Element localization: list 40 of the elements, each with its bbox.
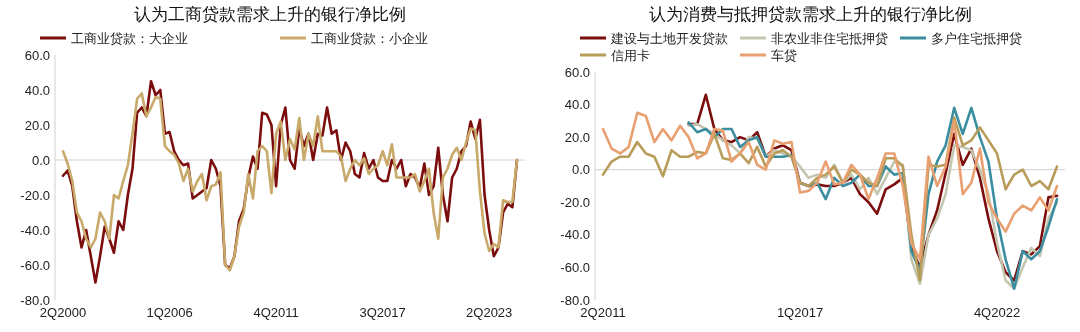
chart-title: 认为消费与抵押贷款需求上升的银行净比例 [648,5,972,24]
y-tick-label: -40.0 [20,222,50,238]
y-tick-label: 60.0 [24,47,50,63]
legend-label: 非农业非住宅抵押贷 [771,31,888,46]
y-tick-label: -80.0 [20,292,50,308]
legend-item: 工商业贷款：小企业 [280,31,428,46]
legend-label: 信用卡 [611,48,650,63]
legend-label: 多户住宅抵押贷 [931,31,1022,46]
x-tick-label: 4Q2011 [253,305,299,320]
y-tick-label: 60.0 [564,64,590,80]
y-tick-label: -60.0 [560,259,590,275]
y-tick-label: 40.0 [564,97,590,113]
y-tick-label: -60.0 [20,257,50,273]
y-tick-label: -20.0 [560,194,590,210]
legend-label: 车贷 [771,48,797,63]
legend-item: 工商业贷款：大企业 [40,31,188,46]
x-tick-label: 2Q2000 [39,305,87,320]
y-tick-label: -80.0 [560,292,590,308]
legend-item: 多户住宅抵押贷 [900,31,1022,46]
x-tick-label: 3Q2017 [359,305,406,320]
y-tick-label: 20.0 [564,129,590,145]
x-tick-label: 2Q2011 [580,305,626,320]
legend-label: 工商业贷款：小企业 [311,31,428,46]
y-tick-label: -40.0 [560,227,590,243]
x-tick-label: 4Q2022 [973,305,1021,320]
y-tick-label: 20.0 [24,117,50,133]
y-tick-label: 40.0 [24,82,50,98]
legend-label: 建设与土地开发贷款 [610,31,728,46]
legend-item: 建设与土地开发贷款 [580,31,728,46]
legend-item: 车贷 [740,48,797,63]
y-tick-label: 0.0 [31,152,50,168]
y-tick-label: -20.0 [20,187,50,203]
legend-item: 信用卡 [580,48,650,63]
y-tick-label: 0.0 [571,162,590,178]
chart-title: 认为工商贷款需求上升的银行净比例 [134,5,406,24]
legend-label: 工商业贷款：大企业 [71,31,188,46]
x-tick-label: 1Q2017 [776,305,824,320]
legend-item: 非农业非住宅抵押贷 [740,31,888,46]
x-tick-label: 1Q2006 [146,305,193,320]
x-tick-label: 2Q2023 [466,305,513,320]
